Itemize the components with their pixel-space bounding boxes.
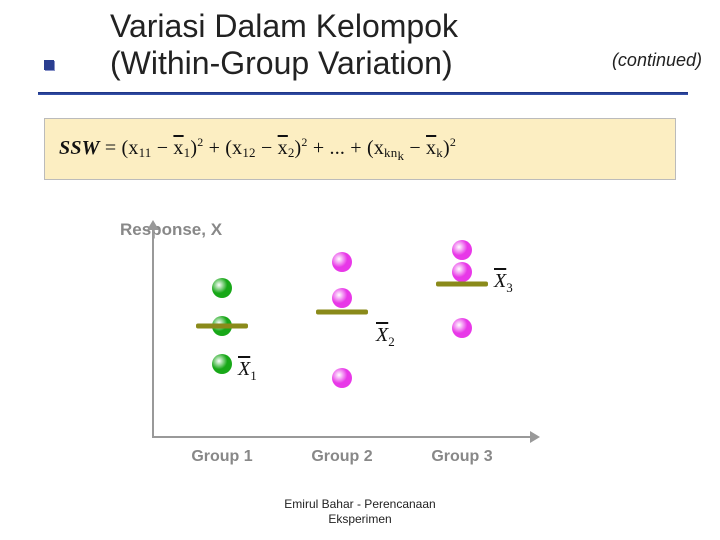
group-mean-label: X3 [494,270,513,296]
title-underline [38,92,688,95]
continued-label: (continued) [612,50,702,71]
arrow-up-icon [147,220,159,230]
data-point [452,262,472,282]
data-point [212,354,232,374]
footer-line-1: Emirul Bahar - Perencanaan [284,497,435,511]
group-axis-label: Group 1 [191,448,252,466]
x-axis [152,436,532,438]
data-point [452,240,472,260]
data-point [452,318,472,338]
data-point [332,252,352,272]
footer-line-2: Eksperimen [284,512,435,526]
ssw-formula-box: SSW = (x11 − x1)2 + (x12 − x2)2 + ... + … [44,118,676,180]
slide-title: Variasi Dalam Kelompok (Within-Group Var… [110,8,680,82]
slide-footer: Emirul Bahar - Perencanaan Eksperimen [284,497,435,526]
group-mean-label: X2 [376,324,395,350]
y-axis [152,228,154,438]
group-axis-label: Group 2 [311,448,372,466]
data-point [332,368,352,388]
group-axis-label: Group 3 [431,448,492,466]
ssw-formula: SSW = (x11 − x1)2 + (x12 − x2)2 + ... + … [59,135,456,164]
plot-area: X1Group 1X2Group 2X3Group 3 [152,228,532,438]
group-mean-bar [196,324,248,329]
group-mean-bar [436,282,488,287]
title-line-1: Variasi Dalam Kelompok [110,8,680,45]
group-mean-label: X1 [238,358,257,384]
data-point [212,278,232,298]
title-bullet [44,60,54,70]
group-mean-bar [316,310,368,315]
data-point [332,288,352,308]
within-group-chart: Response, X X1Group 1X2Group 2X3Group 3 [120,220,550,480]
arrow-right-icon [530,431,540,443]
title-line-2: (Within-Group Variation) [110,45,680,82]
